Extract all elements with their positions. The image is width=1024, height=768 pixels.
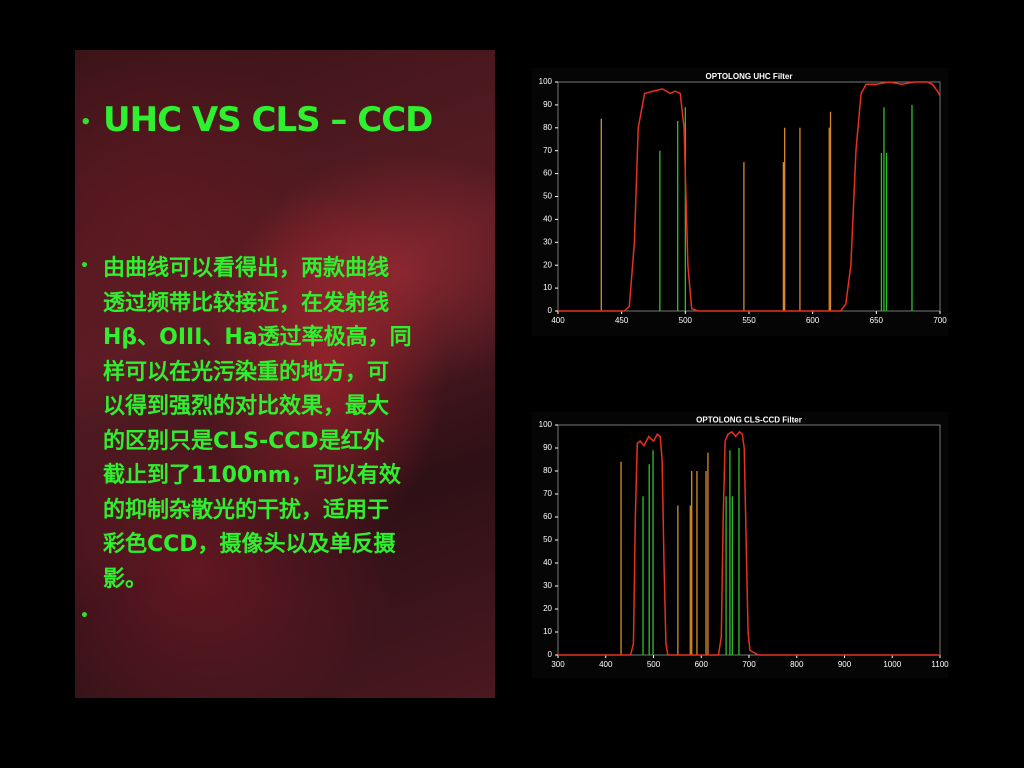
bullet: • (80, 258, 89, 274)
body-line: 透过频带比较接近，在发射线 (103, 290, 390, 316)
x-tick-label: 300 (551, 660, 565, 669)
x-tick-label: 600 (695, 660, 709, 669)
x-tick-label: 550 (742, 316, 756, 325)
body-line: 由曲线可以看得出，两款曲线 (103, 256, 390, 281)
x-tick-label: 600 (806, 316, 820, 325)
y-tick-label: 80 (543, 123, 552, 132)
slide-body: 由曲线可以看得出，两款曲线 透过频带比较接近，在发射线 Hβ、OIII、Ha透过率极… (103, 252, 412, 597)
body-line: 以得到强烈的对比效果，最大 (103, 394, 390, 419)
y-tick-label: 10 (543, 627, 552, 636)
y-tick-label: 0 (548, 306, 553, 315)
y-tick-label: 50 (543, 535, 552, 544)
body-line: 彩色CCD，摄像头以及单反摄 (103, 532, 396, 557)
x-tick-label: 1000 (883, 660, 901, 669)
body-line: Hβ、OIII、Ha透过率极高，同 (103, 325, 412, 350)
transmission-curve (558, 430, 940, 656)
bullet: • (80, 608, 89, 624)
y-tick-label: 30 (543, 237, 552, 246)
body-line: 的抑制杂散光的干扰，适用于 (103, 497, 390, 523)
y-tick-label: 100 (539, 77, 553, 86)
x-tick-label: 400 (551, 316, 565, 325)
chart-title: OPTOLONG CLS-CCD Filter (696, 416, 802, 425)
x-tick-label: 800 (790, 660, 804, 669)
y-tick-label: 80 (543, 466, 552, 475)
x-tick-label: 500 (679, 316, 693, 325)
y-tick-label: 40 (543, 215, 552, 224)
x-tick-label: 400 (599, 660, 613, 669)
plot-area (557, 81, 941, 312)
transmission-curve (558, 81, 941, 312)
body-line: 截止到了1100nm，可以有效 (103, 463, 401, 488)
x-tick-label: 500 (647, 660, 661, 669)
y-tick-label: 0 (548, 650, 553, 659)
x-tick-label: 1100 (931, 660, 949, 669)
y-tick-label: 20 (543, 604, 552, 613)
y-tick-label: 100 (539, 420, 553, 429)
y-tick-label: 70 (543, 146, 552, 155)
y-tick-label: 50 (543, 192, 552, 201)
chart-title: OPTOLONG UHC Filter (706, 72, 793, 81)
slide-title: UHC VS CLS – CCD (103, 100, 433, 140)
body-line: 影。 (103, 566, 148, 592)
body-line: 样可以在光污染重的地方，可 (103, 359, 390, 385)
body-line: 的区别只是CLS-CCD是红外 (103, 428, 385, 454)
bullet: • (80, 112, 92, 133)
y-tick-label: 30 (543, 581, 552, 590)
x-tick-label: 700 (933, 316, 947, 325)
y-tick-label: 40 (543, 558, 552, 567)
nebula-photo (75, 50, 495, 698)
plot-area (557, 424, 941, 656)
y-tick-label: 20 (543, 260, 552, 269)
x-tick-label: 650 (870, 316, 884, 325)
y-tick-label: 90 (543, 100, 552, 109)
y-tick-label: 60 (543, 169, 552, 178)
y-tick-label: 10 (543, 283, 552, 292)
x-tick-label: 700 (742, 660, 756, 669)
y-tick-label: 70 (543, 489, 552, 498)
y-tick-label: 60 (543, 512, 552, 521)
y-tick-label: 90 (543, 443, 552, 452)
x-tick-label: 450 (615, 316, 629, 325)
x-tick-label: 900 (838, 660, 852, 669)
